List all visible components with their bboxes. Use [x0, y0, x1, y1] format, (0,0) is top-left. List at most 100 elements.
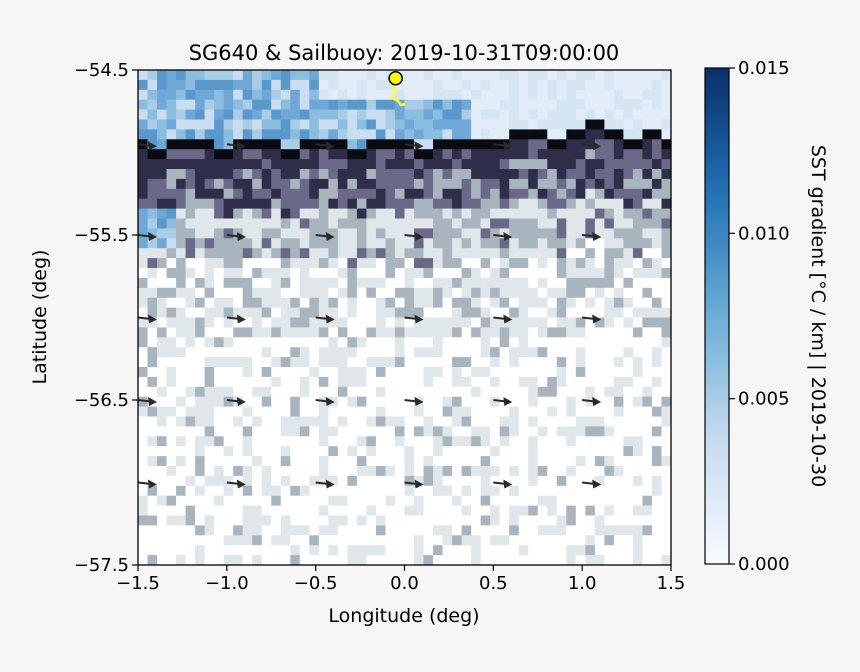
heatmap-cell: [404, 178, 415, 190]
current-arrow-head: [148, 232, 157, 241]
heatmap-cell: [404, 70, 415, 81]
heatmap-cell: [366, 129, 377, 140]
heatmap-cell: [147, 337, 158, 348]
heatmap-cell: [604, 248, 615, 259]
heatmap-cell: [337, 535, 348, 546]
heatmap-cell: [499, 208, 510, 220]
heatmap-cell: [642, 367, 653, 378]
heatmap-cell: [223, 446, 234, 457]
heatmap-cell: [166, 337, 177, 348]
heatmap-cell: [138, 446, 149, 457]
heatmap-cell: [461, 258, 472, 269]
heatmap-cell: [347, 208, 358, 220]
heatmap-cell: [252, 208, 263, 220]
heatmap-cell: [147, 70, 158, 81]
heatmap-cell: [375, 188, 387, 200]
heatmap-cell: [613, 357, 625, 368]
heatmap-cell: [223, 535, 234, 546]
heatmap-cell: [166, 228, 177, 239]
heatmap-cell: [528, 317, 539, 328]
heatmap-cell: [556, 268, 567, 279]
heatmap-cell: [490, 277, 501, 289]
heatmap-cell: [176, 307, 187, 319]
heatmap-cell: [528, 129, 539, 140]
heatmap-cell: [623, 466, 634, 477]
heatmap-cell: [214, 228, 225, 239]
heatmap-cell: [461, 386, 472, 398]
heatmap-cell: [414, 436, 425, 447]
heatmap-cell: [366, 119, 377, 130]
heatmap-cell: [385, 495, 396, 507]
heatmap-cell: [461, 287, 472, 299]
heatmap-cell: [480, 495, 491, 507]
heatmap-cell: [394, 297, 406, 309]
heatmap-cell: [632, 515, 644, 526]
heatmap-cell: [299, 357, 310, 368]
heatmap-cell: [509, 178, 520, 190]
heatmap-cell: [404, 446, 415, 457]
heatmap-cell: [280, 406, 291, 418]
heatmap-cell: [547, 89, 558, 101]
heatmap-cell: [157, 297, 168, 309]
heatmap-cell: [195, 485, 206, 497]
heatmap-cell: [347, 188, 358, 200]
heatmap-cell: [404, 129, 415, 140]
heatmap-cell: [404, 525, 415, 536]
heatmap-cell: [394, 317, 406, 328]
heatmap-cell: [566, 406, 577, 418]
heatmap-cell: [623, 119, 634, 130]
heatmap-cell: [223, 178, 234, 190]
heatmap-cell: [337, 337, 348, 348]
heatmap-cell: [632, 218, 644, 229]
heatmap-cell: [385, 416, 396, 427]
current-arrow-head: [325, 141, 335, 151]
heatmap-cell: [613, 119, 625, 130]
heatmap-cell: [271, 307, 282, 319]
heatmap-cell: [490, 396, 501, 408]
heatmap-cell: [214, 515, 225, 526]
heatmap-cell: [518, 317, 529, 328]
heatmap-cell: [375, 555, 387, 565]
heatmap-cell: [337, 149, 348, 160]
heatmap-cell: [309, 99, 320, 111]
heatmap-cell: [261, 436, 272, 447]
heatmap-cell: [204, 139, 215, 150]
heatmap-cell: [318, 495, 329, 507]
heatmap-cell: [575, 525, 586, 536]
heatmap-cell: [356, 485, 368, 497]
heatmap-cell: [518, 297, 529, 309]
heatmap-cell: [518, 99, 529, 111]
heatmap-cell: [166, 307, 177, 319]
heatmap-cell: [375, 495, 387, 507]
colorbar-tick-label: 0.000: [738, 554, 790, 575]
heatmap-cell: [651, 307, 663, 319]
heatmap-cell: [613, 307, 625, 319]
heatmap-cell: [356, 426, 368, 437]
heatmap-cell: [585, 109, 596, 121]
heatmap-cell: [623, 396, 634, 408]
heatmap-cell: [252, 386, 263, 398]
heatmap-cell: [490, 70, 501, 81]
heatmap-cell: [147, 505, 158, 517]
heatmap-cell: [537, 446, 548, 457]
heatmap-cell: [632, 268, 644, 279]
heatmap-cell: [404, 277, 415, 289]
heatmap-cell: [166, 70, 177, 81]
heatmap-cell: [356, 555, 368, 565]
heatmap-cell: [575, 475, 586, 487]
heatmap-cell: [214, 466, 225, 477]
current-arrow-head: [236, 397, 246, 406]
heatmap-cell: [385, 475, 396, 487]
heatmap-cell: [290, 446, 301, 457]
heatmap-cell: [433, 515, 444, 526]
heatmap-cell: [223, 79, 234, 91]
heatmap-cell: [271, 99, 282, 111]
heatmap-cell: [575, 386, 586, 398]
heatmap-cell: [556, 446, 567, 457]
heatmap-cell: [613, 169, 625, 180]
heatmap-cell: [328, 505, 339, 517]
heatmap-cell: [423, 248, 434, 259]
heatmap-cell: [356, 277, 368, 289]
heatmap-cell: [309, 386, 320, 398]
heatmap-cell: [566, 287, 577, 299]
